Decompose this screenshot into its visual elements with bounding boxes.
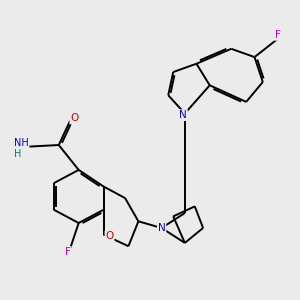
Text: O: O (105, 231, 114, 241)
Text: O: O (70, 113, 79, 124)
Text: H: H (14, 149, 21, 159)
Text: N: N (158, 223, 166, 233)
Text: N: N (179, 110, 187, 120)
Text: F: F (65, 247, 71, 257)
Text: NH: NH (14, 138, 28, 148)
Text: F: F (275, 30, 281, 40)
